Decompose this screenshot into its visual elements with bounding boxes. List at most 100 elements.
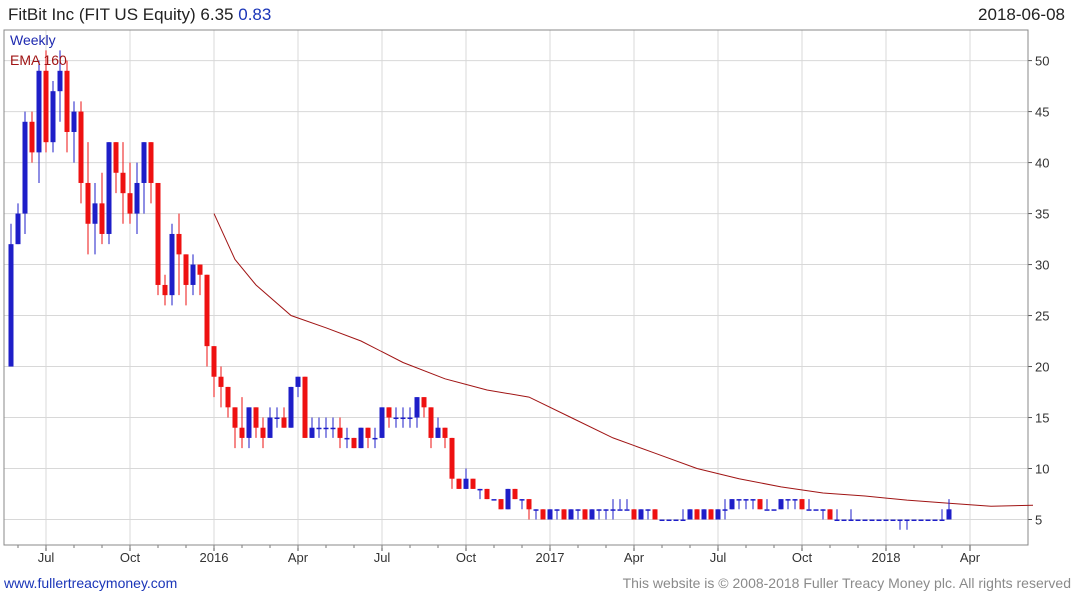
candle-body [876, 519, 882, 522]
candle-body [407, 417, 413, 420]
candle-body [526, 499, 532, 510]
candle-body [764, 509, 770, 511]
candle-body [393, 417, 399, 420]
website-link[interactable]: www.fullertreacymoney.com [4, 575, 178, 591]
x-tick-label: Oct [792, 550, 813, 565]
candle-body [666, 519, 672, 522]
x-tick-label: Jul [710, 550, 727, 565]
candle-body [589, 509, 595, 520]
candle-body [57, 70, 63, 92]
candle-body [904, 519, 910, 522]
candle-body [729, 499, 735, 510]
candle-body [575, 509, 581, 511]
candle-body [295, 376, 301, 387]
candle-body [638, 509, 644, 520]
x-tick-label: 2016 [200, 550, 229, 565]
candle-body [743, 499, 749, 501]
candle-body [106, 142, 112, 234]
candle-body [281, 417, 287, 428]
candle-body [918, 519, 924, 522]
y-tick-label: 10 [1035, 462, 1049, 477]
candle-body [302, 376, 308, 438]
candle-body [708, 509, 714, 520]
y-tick-label: 30 [1035, 258, 1049, 273]
candle-body [127, 193, 133, 214]
candle-body [547, 509, 553, 520]
candle-body [449, 437, 455, 479]
candle-body [358, 427, 364, 449]
candle-body [253, 407, 259, 428]
x-tick-label: Apr [960, 550, 981, 565]
candle-body [99, 203, 105, 234]
candle-body [197, 264, 203, 275]
candle-body [603, 509, 609, 511]
candle-body [596, 509, 602, 511]
chart-title: FitBit Inc (FIT US Equity) 6.35 0.83 [8, 5, 271, 25]
candle-body [78, 111, 84, 183]
candle-body [848, 519, 854, 522]
x-tick-label: Apr [624, 550, 645, 565]
candle-body [120, 172, 126, 194]
candle-body [43, 70, 49, 143]
candle-body [568, 509, 574, 520]
candle-body [659, 519, 665, 522]
y-tick-label: 35 [1035, 207, 1049, 222]
candle-body [680, 519, 686, 522]
candle-body [309, 427, 315, 438]
candle-body [141, 142, 147, 183]
candle-body [15, 213, 21, 245]
candle-body [631, 509, 637, 520]
y-tick-label: 40 [1035, 156, 1049, 171]
candle-body [456, 478, 462, 489]
candle-body [323, 427, 329, 430]
candle-body [624, 509, 630, 511]
candle-body [421, 397, 427, 408]
candle-body [505, 488, 511, 510]
candle-body [288, 386, 294, 428]
candle-body [169, 233, 175, 296]
candle-body [29, 121, 35, 153]
candle-body [701, 509, 707, 520]
candle-body [834, 519, 840, 522]
candle-body [379, 407, 385, 438]
candle-body [22, 121, 28, 214]
x-tick-label: 2017 [536, 550, 565, 565]
candle-body [64, 70, 70, 132]
candle-body [190, 264, 196, 285]
candle-body [113, 142, 119, 173]
candle-body [757, 499, 763, 510]
candle-body [498, 499, 504, 510]
candle-body [617, 509, 623, 511]
candle-body [533, 509, 539, 511]
price-change: 0.83 [238, 5, 272, 24]
x-tick-label: Oct [456, 550, 477, 565]
x-tick-label: Jul [374, 550, 391, 565]
candle-body [435, 427, 441, 438]
candle-body [827, 509, 833, 520]
candle-body [652, 509, 658, 520]
candle-body [820, 509, 826, 511]
candle-body [554, 509, 560, 511]
candle-body [337, 427, 343, 438]
candle-body [428, 407, 434, 438]
x-tick-label: 2018 [872, 550, 901, 565]
candle-body [8, 244, 14, 367]
candle-body [344, 437, 350, 440]
candle-body [442, 427, 448, 438]
candle-body [477, 488, 483, 491]
candle-body [204, 274, 210, 347]
candle-body [883, 519, 889, 522]
candle-body [715, 509, 721, 520]
candle-body [694, 509, 700, 520]
copyright-notice: This website is © 2008-2018 Fuller Treac… [622, 575, 1071, 591]
candle-body [365, 427, 371, 438]
y-tick-label: 45 [1035, 105, 1049, 120]
candle-body [386, 407, 392, 418]
ema-160-line [213, 213, 1034, 507]
candle-body [274, 417, 280, 420]
candle-body [645, 509, 651, 511]
candle-body [225, 386, 231, 408]
candle-body [890, 519, 896, 522]
candle-body [211, 346, 217, 377]
